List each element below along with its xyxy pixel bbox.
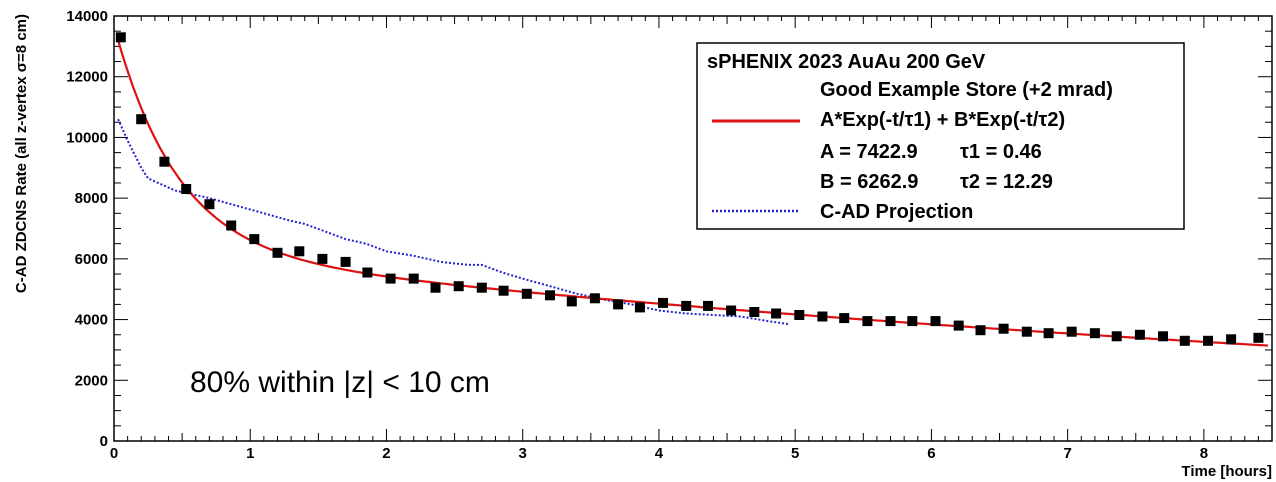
y-tick-label: 4000 xyxy=(75,312,108,329)
legend-param-tau2: τ2 = 12.29 xyxy=(960,171,1053,193)
y-tick-label: 8000 xyxy=(75,190,108,207)
x-tick-label: 3 xyxy=(519,445,527,462)
y-tick-label: 2000 xyxy=(75,372,108,389)
data-point xyxy=(975,325,986,336)
data-point xyxy=(545,290,555,301)
legend-param-b: B = 6262.9 xyxy=(820,171,918,193)
data-point xyxy=(953,320,964,331)
data-point xyxy=(681,300,692,311)
data-point xyxy=(476,282,487,293)
data-point xyxy=(1021,326,1032,337)
data-point xyxy=(839,313,850,324)
x-tick-label: 1 xyxy=(246,445,254,462)
legend-fit-label: A*Exp(-t/τ1) + B*Exp(-t/τ2) xyxy=(820,109,1065,131)
data-point xyxy=(566,296,577,307)
data-point xyxy=(1253,332,1264,343)
data-point xyxy=(453,281,464,292)
y-tick-label: 6000 xyxy=(75,251,108,268)
data-point xyxy=(749,307,760,317)
x-tick-label: 5 xyxy=(791,445,799,462)
legend: sPHENIX 2023 AuAu 200 GeV Good Example S… xyxy=(696,42,1185,230)
data-point xyxy=(408,273,419,284)
data-point xyxy=(613,299,624,310)
x-tick-label: 8 xyxy=(1200,445,1208,462)
y-tick-label: 0 xyxy=(100,433,108,450)
legend-title: sPHENIX 2023 AuAu 200 GeV xyxy=(707,51,986,73)
data-point xyxy=(1179,335,1190,346)
data-point xyxy=(1134,329,1145,340)
tick-labels: 0 1 2 3 4 5 6 7 8 0 2000 4000 6000 8000 10000 12000 1400… xyxy=(66,8,1208,462)
data-point xyxy=(771,308,782,319)
data-point xyxy=(885,316,896,327)
x-tick-label: 7 xyxy=(1063,445,1071,462)
data-point xyxy=(1043,328,1054,339)
data-point xyxy=(385,273,396,284)
data-points xyxy=(115,32,1264,346)
data-point xyxy=(634,302,645,313)
data-point xyxy=(204,199,215,210)
data-point xyxy=(817,311,828,322)
legend-param-a: A = 7422.9 xyxy=(820,141,918,163)
legend-subtitle: Good Example Store (+2 mrad) xyxy=(820,79,1113,101)
data-point xyxy=(159,156,170,167)
data-point xyxy=(136,114,147,125)
x-tick-label: 6 xyxy=(927,445,935,462)
x-tick-label: 2 xyxy=(382,445,390,462)
data-point xyxy=(317,253,328,264)
data-point xyxy=(430,282,441,293)
data-point xyxy=(998,323,1009,334)
y-axis-title: C-AD ZDCNS Rate (all z-vertex σ=8 cm) xyxy=(13,14,30,293)
legend-projection-label: C-AD Projection xyxy=(820,201,973,223)
y-tick-label: 10000 xyxy=(66,129,108,146)
data-point xyxy=(521,288,532,299)
data-point xyxy=(294,246,305,257)
data-point xyxy=(794,310,805,320)
data-point xyxy=(703,300,713,311)
data-point xyxy=(1203,335,1213,346)
data-point xyxy=(115,32,126,43)
data-point xyxy=(340,256,351,267)
projection-curve xyxy=(117,118,789,326)
data-point xyxy=(498,285,509,296)
x-axis-title: Time [hours] xyxy=(1181,463,1272,480)
data-point xyxy=(1158,331,1168,342)
data-point xyxy=(1089,328,1100,339)
data-point xyxy=(1066,326,1077,337)
data-point xyxy=(658,297,668,308)
data-point xyxy=(362,267,373,278)
data-point xyxy=(249,234,260,245)
data-point xyxy=(272,247,283,258)
projection-series-line xyxy=(117,118,789,326)
data-point xyxy=(862,316,873,327)
legend-box xyxy=(696,42,1185,230)
data-point xyxy=(589,293,600,304)
data-point xyxy=(907,316,918,327)
data-point xyxy=(930,316,941,327)
x-tick-label: 0 xyxy=(110,445,118,462)
axis-ticks xyxy=(113,15,1273,442)
data-point xyxy=(1111,331,1122,342)
y-tick-label: 14000 xyxy=(66,8,108,25)
y-tick-label: 12000 xyxy=(66,69,108,86)
data-point xyxy=(181,184,192,194)
legend-param-tau1: τ1 = 0.46 xyxy=(960,141,1042,163)
data-point xyxy=(226,220,237,231)
annotation-text: 80% within |z| < 10 cm xyxy=(190,366,490,399)
data-point xyxy=(726,305,737,316)
x-tick-label: 4 xyxy=(655,445,664,462)
data-point xyxy=(1226,334,1237,345)
